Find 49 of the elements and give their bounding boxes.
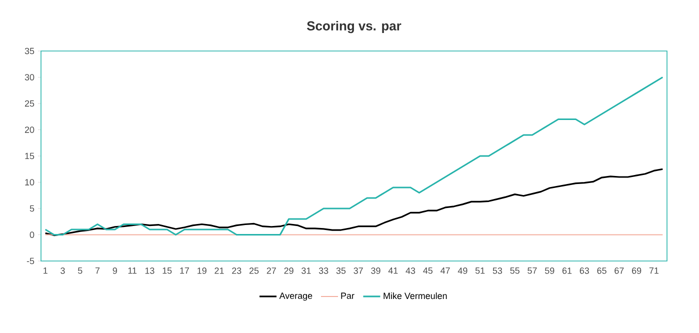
x-tick-label: 51 — [475, 268, 485, 274]
x-tick-label: 29 — [284, 268, 294, 274]
x-tick-label: 41 — [388, 268, 398, 274]
x-tick-label: 43 — [406, 268, 416, 274]
x-tick-label: 45 — [423, 268, 433, 274]
x-tick-label: 17 — [180, 268, 189, 274]
x-tick-label: 65 — [597, 268, 606, 274]
x-tick-label: 71 — [649, 268, 659, 274]
x-tick-label: 69 — [632, 268, 642, 274]
y-tick-label: 35 — [24, 48, 34, 54]
chart-title: Scoring vs. par — [306, 20, 402, 34]
y-tick-label: 10 — [25, 179, 34, 186]
y-tick-label: 30 — [24, 74, 34, 80]
x-tick-label: 57 — [528, 268, 537, 274]
x-tick-label: 49 — [458, 268, 468, 274]
legend-label: Average — [279, 292, 312, 301]
x-tick-label: 1 — [44, 268, 48, 274]
x-tick-label: 9 — [112, 268, 117, 274]
x-tick-label: 25 — [249, 268, 259, 274]
x-tick-label: 13 — [145, 268, 154, 274]
x-tick-label: 23 — [232, 268, 242, 274]
x-tick-label: 39 — [371, 268, 380, 274]
x-tick-label: 19 — [198, 268, 206, 274]
x-tick-label: 33 — [318, 268, 328, 274]
x-tick-label: 15 — [162, 268, 172, 274]
x-tick-label: 11 — [128, 268, 137, 274]
y-tick-label: 20 — [24, 126, 34, 133]
legend-label: Par — [341, 292, 354, 299]
x-tick-label: 61 — [562, 268, 572, 274]
y-tick-label: 5 — [30, 205, 34, 212]
x-tick-label: 67 — [614, 268, 624, 274]
x-tick-label: 37 — [354, 268, 363, 274]
x-tick-label: 21 — [214, 268, 224, 274]
x-tick-label: 53 — [492, 268, 502, 274]
x-tick-label: 59 — [545, 268, 554, 274]
x-tick-label: 5 — [78, 268, 82, 274]
x-tick-label: 55 — [510, 268, 520, 274]
x-tick-label: 35 — [336, 268, 346, 274]
x-tick-label: 27 — [266, 268, 276, 274]
y-tick-label: 0 — [30, 232, 34, 238]
x-tick-label: 47 — [440, 268, 450, 274]
x-tick-label: 7 — [95, 268, 100, 274]
x-tick-label: 31 — [302, 268, 311, 274]
x-tick-label: 3 — [60, 268, 65, 274]
y-tick-label: 15 — [25, 152, 34, 160]
y-tick-label: 25 — [24, 100, 34, 107]
x-tick-label: 63 — [580, 268, 589, 274]
legend-label: Mike Vermeulen — [384, 292, 447, 300]
y-tick-label: -5 — [26, 258, 34, 264]
